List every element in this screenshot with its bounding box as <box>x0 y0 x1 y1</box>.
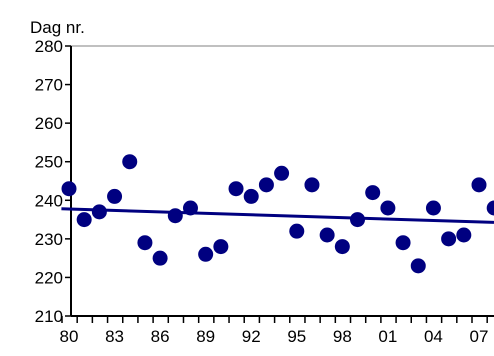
x-tick-label: 98 <box>333 327 352 346</box>
y-unit-label: Dag nr. <box>30 18 85 37</box>
data-point <box>213 239 229 255</box>
data-point <box>380 200 396 216</box>
data-point <box>456 227 472 243</box>
data-point <box>471 177 487 193</box>
data-point <box>167 208 183 224</box>
data-point <box>122 154 138 170</box>
data-point <box>365 185 381 201</box>
data-point <box>152 250 168 266</box>
y-tick-label: 240 <box>35 191 63 210</box>
data-point <box>410 258 426 274</box>
x-tick-label: 04 <box>424 327 443 346</box>
data-point <box>274 165 290 181</box>
data-points <box>61 154 494 274</box>
data-point <box>258 177 274 193</box>
x-tick-label: 07 <box>470 327 489 346</box>
data-point <box>441 231 457 247</box>
x-tick-label: 95 <box>287 327 306 346</box>
x-tick-label: 01 <box>378 327 397 346</box>
y-tick-label: 220 <box>35 268 63 287</box>
data-point <box>61 181 77 197</box>
data-point <box>243 188 259 204</box>
y-tick-label: 280 <box>35 37 63 56</box>
x-tick-label: 80 <box>60 327 79 346</box>
plot-area <box>61 154 494 274</box>
y-ticks: 210 220 230 240 250 260 270 280 <box>35 37 71 326</box>
data-point <box>395 235 411 251</box>
y-tick-label: 270 <box>35 76 63 95</box>
y-tick-label: 260 <box>35 114 63 133</box>
data-point <box>289 223 305 239</box>
y-tick-label: 250 <box>35 153 63 172</box>
data-point <box>198 246 214 262</box>
trend-line <box>61 207 494 224</box>
x-tick-label: 92 <box>242 327 261 346</box>
data-point <box>76 212 92 228</box>
y-tick-label: 210 <box>35 307 63 326</box>
data-point <box>486 200 494 216</box>
data-point <box>425 200 441 216</box>
data-point <box>91 204 107 220</box>
x-tick-label: 89 <box>196 327 215 346</box>
data-point <box>304 177 320 193</box>
data-point <box>228 181 244 197</box>
x-tick-label: 86 <box>151 327 170 346</box>
data-point <box>334 239 350 255</box>
data-point <box>137 235 153 251</box>
data-point <box>107 188 123 204</box>
x-tick-label: 83 <box>105 327 124 346</box>
y-tick-label: 230 <box>35 230 63 249</box>
data-point <box>319 227 335 243</box>
x-ticks: 80 83 86 89 92 95 98 01 04 07 <box>60 316 489 346</box>
